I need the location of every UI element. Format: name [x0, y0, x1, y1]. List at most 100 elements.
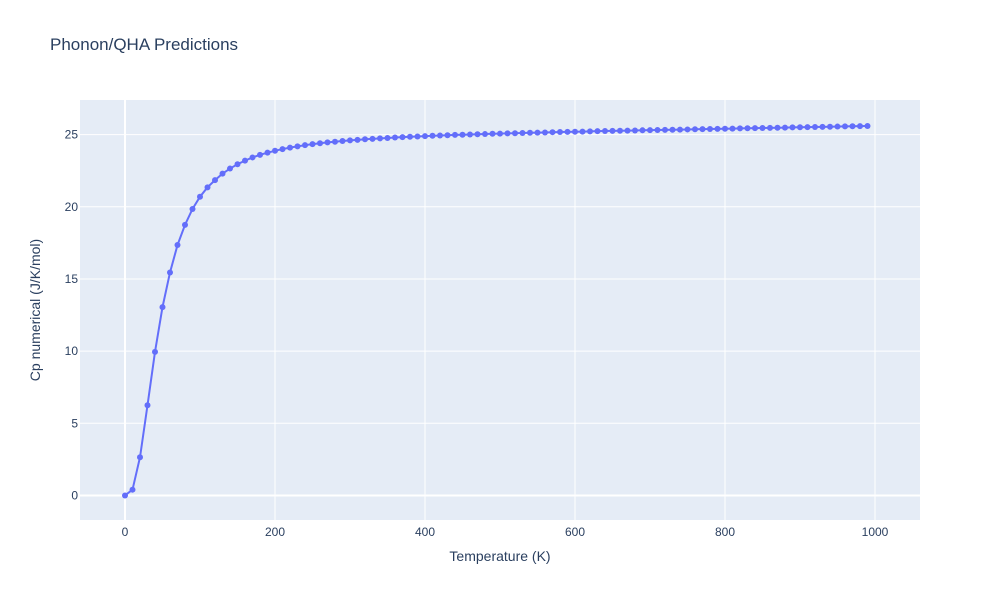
data-point[interactable]: [354, 136, 361, 143]
data-point[interactable]: [594, 128, 601, 135]
data-point[interactable]: [204, 184, 211, 191]
data-point[interactable]: [317, 140, 323, 147]
data-point[interactable]: [279, 146, 286, 153]
data-point[interactable]: [834, 123, 841, 130]
data-point[interactable]: [797, 124, 803, 131]
data-point[interactable]: [572, 128, 578, 135]
data-point[interactable]: [609, 127, 616, 134]
data-point[interactable]: [272, 147, 278, 154]
data-point[interactable]: [347, 137, 353, 144]
data-point[interactable]: [707, 126, 713, 133]
data-point[interactable]: [849, 123, 856, 130]
data-point[interactable]: [189, 205, 196, 212]
data-point[interactable]: [722, 125, 728, 132]
data-point[interactable]: [399, 134, 406, 141]
data-point[interactable]: [182, 221, 188, 228]
data-point[interactable]: [249, 154, 256, 161]
data-point[interactable]: [759, 125, 766, 131]
data-point[interactable]: [699, 126, 706, 133]
data-point[interactable]: [557, 129, 563, 136]
data-point[interactable]: [369, 135, 376, 142]
data-point[interactable]: [152, 348, 158, 355]
data-point[interactable]: [857, 123, 863, 130]
data-point[interactable]: [294, 143, 301, 150]
data-point[interactable]: [452, 131, 458, 138]
data-point[interactable]: [752, 125, 758, 132]
data-point[interactable]: [444, 132, 451, 139]
data-point[interactable]: [407, 133, 413, 140]
data-point[interactable]: [429, 132, 436, 139]
data-point[interactable]: [339, 137, 346, 144]
data-point[interactable]: [174, 242, 181, 249]
data-point[interactable]: [414, 133, 421, 140]
data-point[interactable]: [767, 124, 773, 131]
data-point[interactable]: [579, 128, 586, 135]
data-point[interactable]: [234, 161, 241, 168]
data-point[interactable]: [527, 129, 533, 136]
data-point[interactable]: [789, 124, 796, 131]
data-point[interactable]: [519, 130, 526, 137]
data-point[interactable]: [309, 141, 316, 148]
data-point[interactable]: [242, 157, 248, 164]
data-point[interactable]: [782, 124, 788, 131]
data-point[interactable]: [362, 136, 368, 143]
data-point[interactable]: [302, 142, 308, 149]
data-point[interactable]: [129, 486, 136, 493]
data-point[interactable]: [564, 128, 571, 135]
data-point[interactable]: [392, 134, 398, 141]
data-point[interactable]: [804, 124, 811, 131]
data-point[interactable]: [137, 454, 143, 461]
data-point[interactable]: [422, 133, 428, 140]
data-point[interactable]: [197, 193, 203, 200]
data-point[interactable]: [737, 125, 743, 132]
data-point[interactable]: [864, 122, 871, 129]
data-point[interactable]: [144, 402, 151, 409]
data-point[interactable]: [632, 127, 638, 134]
data-point[interactable]: [602, 128, 608, 135]
data-point[interactable]: [497, 130, 503, 137]
data-point[interactable]: [534, 129, 541, 136]
data-point[interactable]: [542, 129, 548, 136]
data-point[interactable]: [549, 129, 556, 136]
data-point[interactable]: [489, 130, 496, 137]
data-point[interactable]: [647, 127, 653, 134]
data-point[interactable]: [714, 125, 721, 132]
data-point[interactable]: [842, 123, 848, 130]
data-point[interactable]: [227, 165, 233, 172]
data-point[interactable]: [212, 177, 218, 184]
data-point[interactable]: [692, 126, 698, 133]
data-point[interactable]: [654, 127, 661, 134]
data-point[interactable]: [744, 125, 751, 132]
data-point[interactable]: [662, 126, 668, 133]
data-point[interactable]: [504, 130, 511, 137]
data-point[interactable]: [482, 131, 488, 138]
data-point[interactable]: [624, 127, 631, 134]
data-point[interactable]: [219, 170, 226, 177]
data-point[interactable]: [167, 269, 173, 276]
data-point[interactable]: [587, 128, 593, 135]
data-point[interactable]: [617, 127, 623, 134]
data-point[interactable]: [467, 131, 473, 138]
data-point[interactable]: [639, 127, 646, 134]
data-point[interactable]: [819, 123, 826, 130]
data-point[interactable]: [474, 131, 481, 138]
data-point[interactable]: [332, 138, 338, 145]
data-point[interactable]: [729, 125, 736, 132]
data-point[interactable]: [384, 134, 391, 141]
data-point[interactable]: [774, 124, 781, 131]
data-point[interactable]: [377, 135, 383, 142]
data-point[interactable]: [684, 126, 691, 133]
data-point[interactable]: [827, 123, 833, 130]
data-point[interactable]: [669, 126, 676, 133]
data-point[interactable]: [512, 130, 518, 137]
data-point[interactable]: [459, 131, 466, 138]
data-point[interactable]: [324, 139, 331, 146]
data-point[interactable]: [437, 132, 443, 139]
data-point[interactable]: [287, 144, 293, 151]
data-point[interactable]: [159, 304, 166, 311]
data-point[interactable]: [122, 492, 128, 499]
data-point[interactable]: [677, 126, 683, 133]
data-point[interactable]: [812, 123, 818, 130]
data-point[interactable]: [264, 149, 271, 156]
data-point[interactable]: [257, 151, 263, 158]
